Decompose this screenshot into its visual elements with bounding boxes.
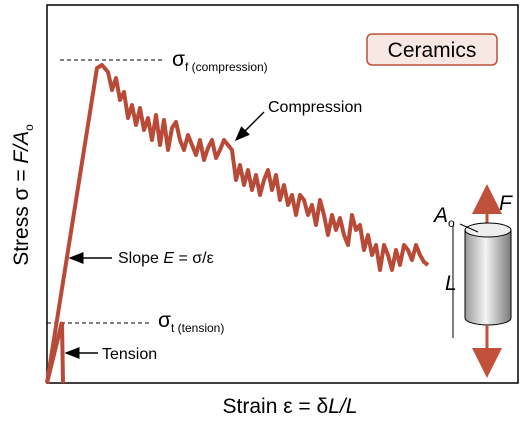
badge-box [366,33,498,66]
arrow [234,111,265,142]
text: Strain ε = δ [223,395,329,418]
length-label: L [445,272,457,295]
x-axis-label: Strain ε = δL/L [223,395,358,418]
subscript: o [22,124,36,131]
text: A [432,204,448,227]
text: Stress σ = [10,164,33,266]
sigma-t: σt (tension) [158,309,224,335]
text: Slope [118,250,163,267]
badge: Ceramics [388,39,477,62]
subscript: o [448,216,455,230]
area-label: Ao [432,204,455,230]
symbol: σ [172,48,185,71]
slope-label: Slope E = σ/ε [118,250,214,267]
compression-curve [45,63,430,384]
text: = σ/ε [174,250,214,267]
frame [46,4,519,384]
sigma-f: σf (compression) [172,48,268,74]
specimen: Ao F L [432,184,513,378]
text: L/L [328,395,357,418]
tension-curve [45,321,65,384]
text: F/A [10,131,33,164]
subscript: f (compression) [185,60,268,74]
subscript: t (tension) [171,321,224,335]
compression-label: Compression [268,99,362,116]
leader [459,223,479,233]
symbol: σ [158,309,171,332]
tension-label: Tension [102,346,157,363]
cylinder-top [464,222,512,238]
y-axis-label: Stress σ = F/Ao [10,124,36,266]
force-label: F [499,192,513,215]
cylinder [464,229,512,326]
text: E [163,250,174,267]
